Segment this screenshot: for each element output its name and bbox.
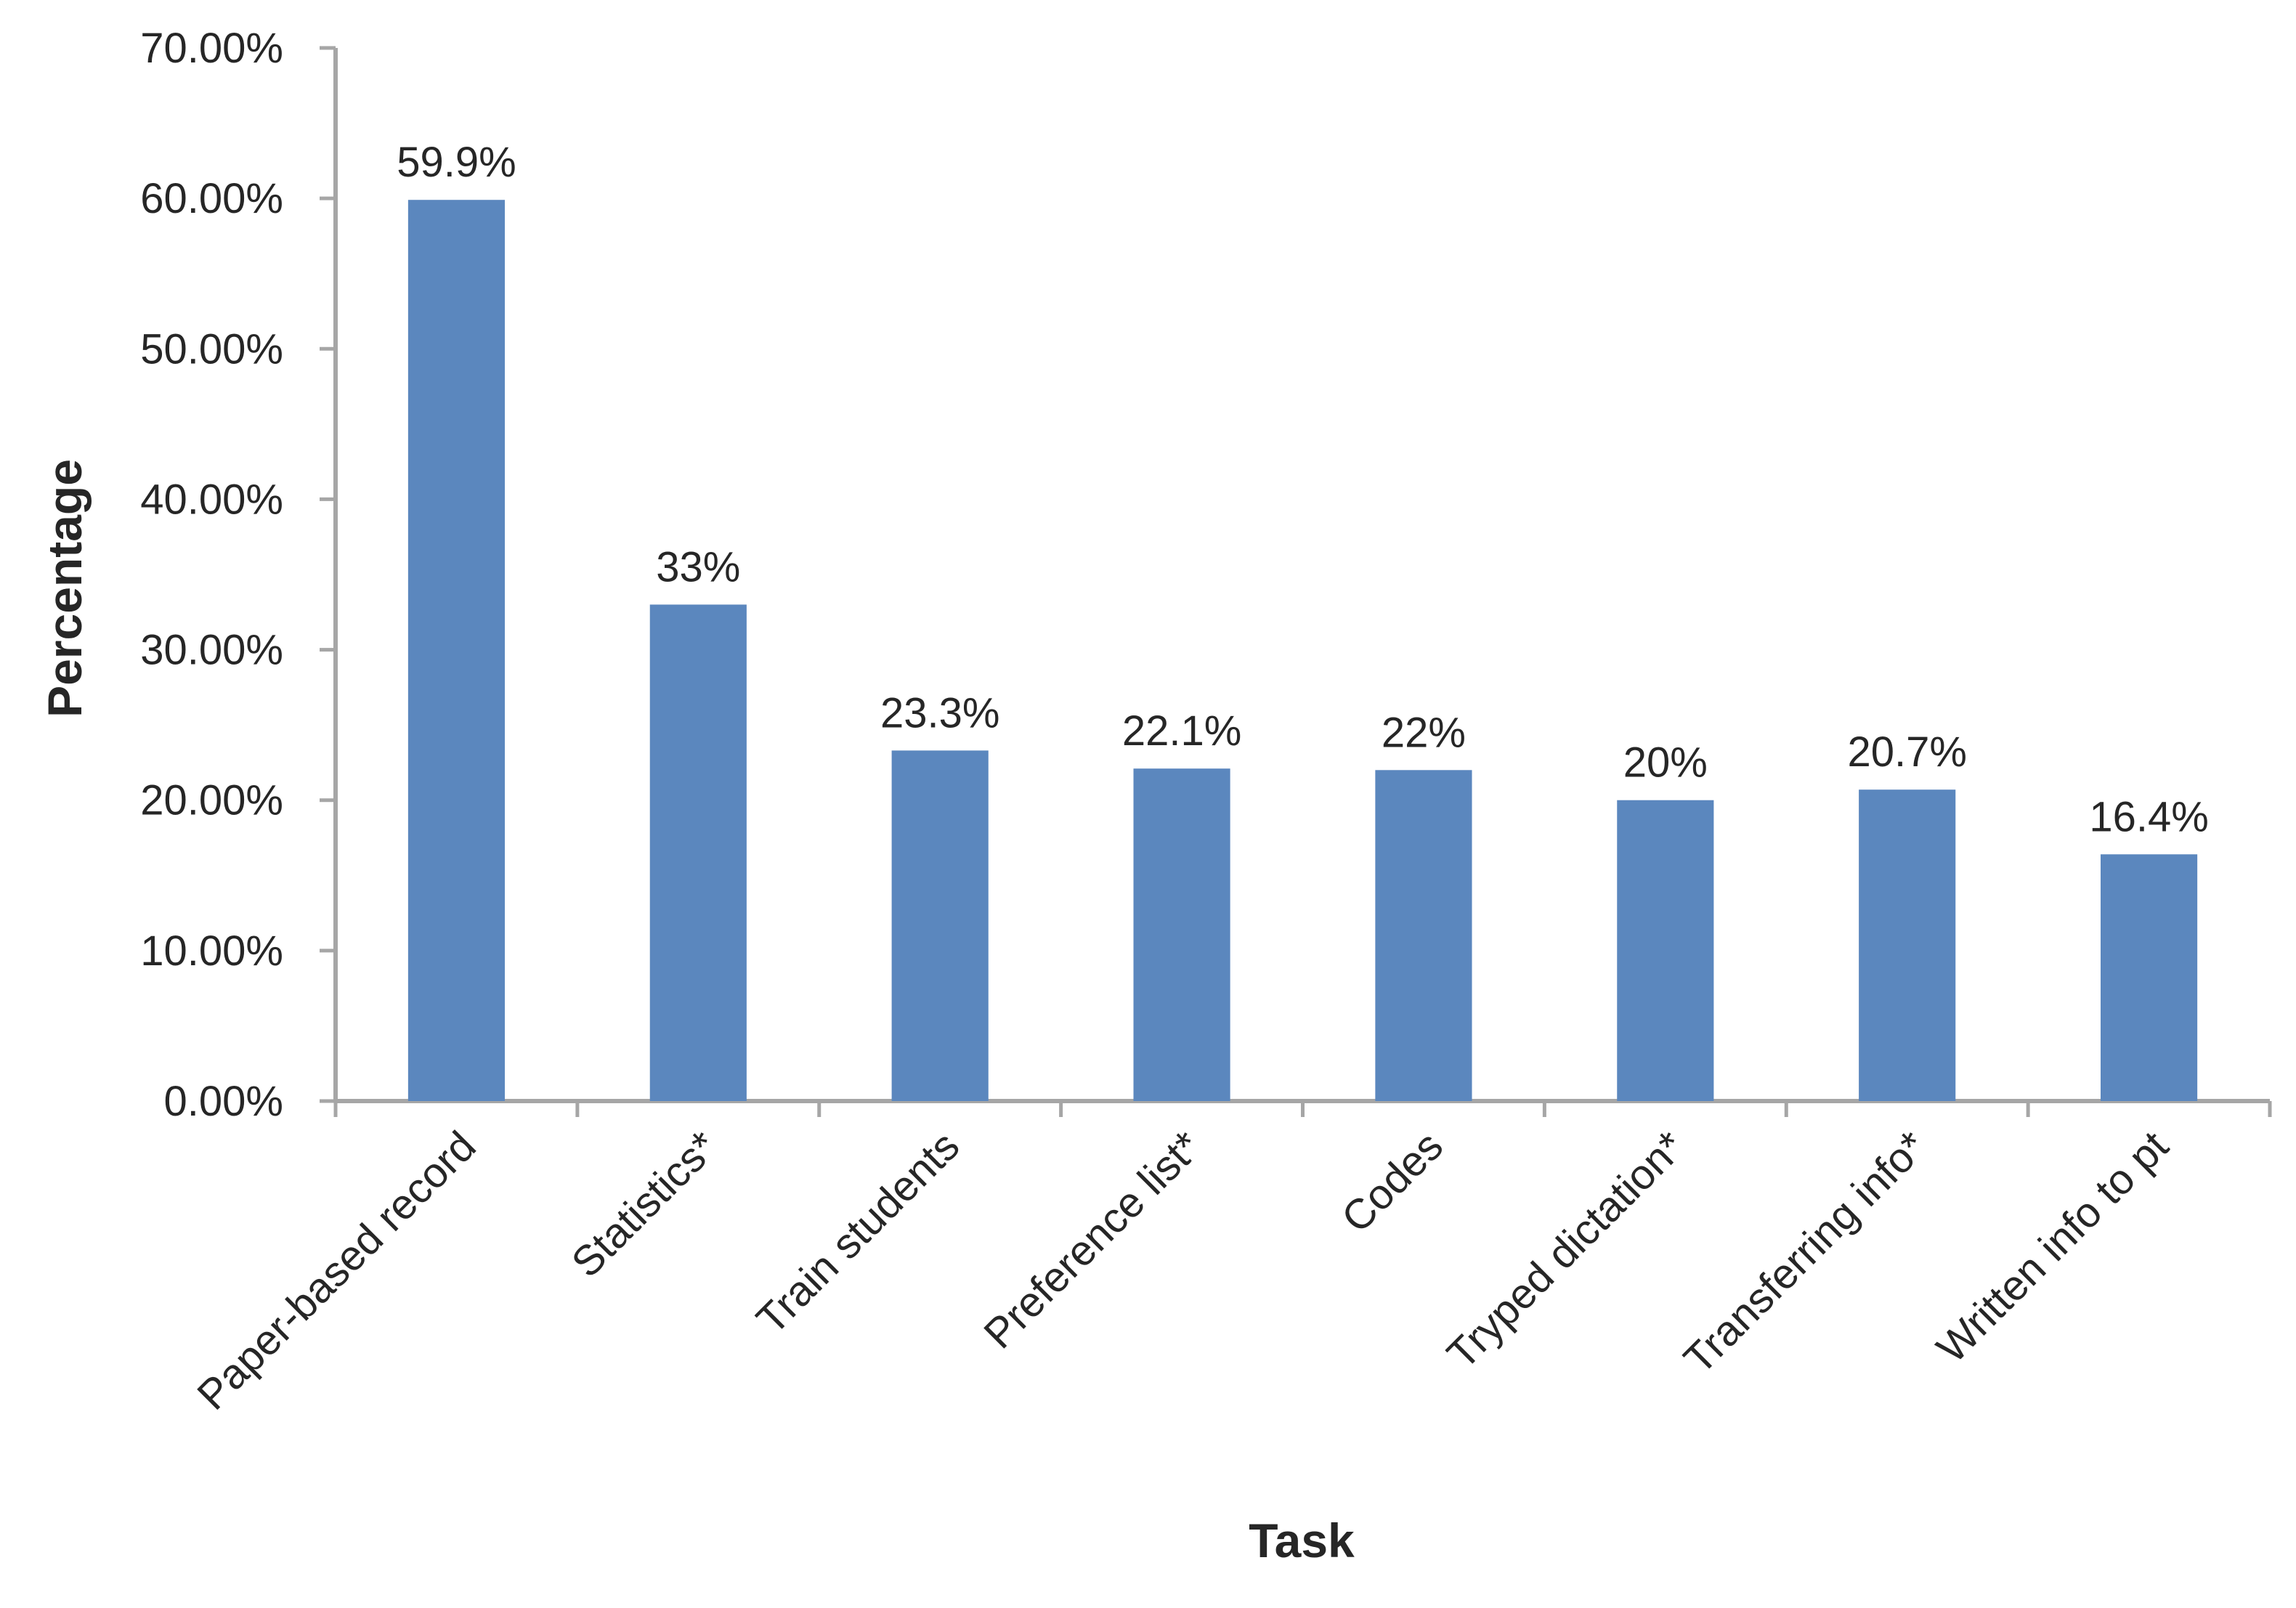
y-tick-label: 20.00%: [140, 777, 283, 824]
y-tick-label: 60.00%: [140, 175, 283, 222]
bar: [407, 200, 506, 1101]
y-axis: 0.00% 10.00% 20.00% 30.00% 40.00% 50.00% 60.00…: [140, 25, 338, 1125]
x-axis: [333, 1099, 2272, 1117]
data-label: 22.1%: [1122, 707, 1241, 755]
bar: [1375, 770, 1472, 1101]
category-label: Paper-based record: [188, 1122, 484, 1418]
category-label: Transferring info*: [1675, 1122, 1936, 1383]
category-label: Statistics*: [562, 1122, 726, 1286]
category-label: Train students: [747, 1122, 968, 1343]
category-label: Tryped dictation*: [1438, 1122, 1694, 1378]
bar: [2100, 854, 2198, 1101]
category-labels: Paper-based record Statistics* Train stude…: [188, 1122, 2178, 1418]
data-label: 33%: [656, 543, 740, 590]
bar: [1859, 789, 1956, 1101]
y-axis-title: Percentage: [38, 459, 92, 718]
y-tick-label: 30.00%: [140, 627, 283, 674]
category-label: Codes: [1333, 1122, 1453, 1242]
data-label: 23.3%: [880, 689, 999, 736]
y-tick-label: 40.00%: [140, 476, 283, 523]
data-label: 20.7%: [1847, 728, 1966, 776]
bar: [891, 750, 989, 1101]
y-tick-label: 50.00%: [140, 325, 283, 373]
data-label: 20%: [1623, 739, 1708, 787]
category-label: Written info to pt: [1928, 1122, 2178, 1372]
bar: [649, 604, 747, 1101]
y-tick-label: 0.00%: [164, 1078, 283, 1125]
category-label: Preference list*: [975, 1122, 1210, 1357]
data-label: 16.4%: [2089, 793, 2208, 840]
x-axis-title: Task: [1249, 1514, 1355, 1567]
data-label: 59.9%: [397, 139, 516, 186]
y-tick-label: 70.00%: [140, 25, 283, 72]
bars: [407, 200, 2198, 1101]
y-tick-label: 10.00%: [140, 927, 283, 975]
data-labels: 59.9% 33% 23.3% 22.1% 22% 20% 20.7% 16.4%: [397, 139, 2209, 840]
data-label: 22%: [1382, 709, 1466, 756]
bar: [1133, 768, 1230, 1101]
bar: [1617, 800, 1714, 1101]
